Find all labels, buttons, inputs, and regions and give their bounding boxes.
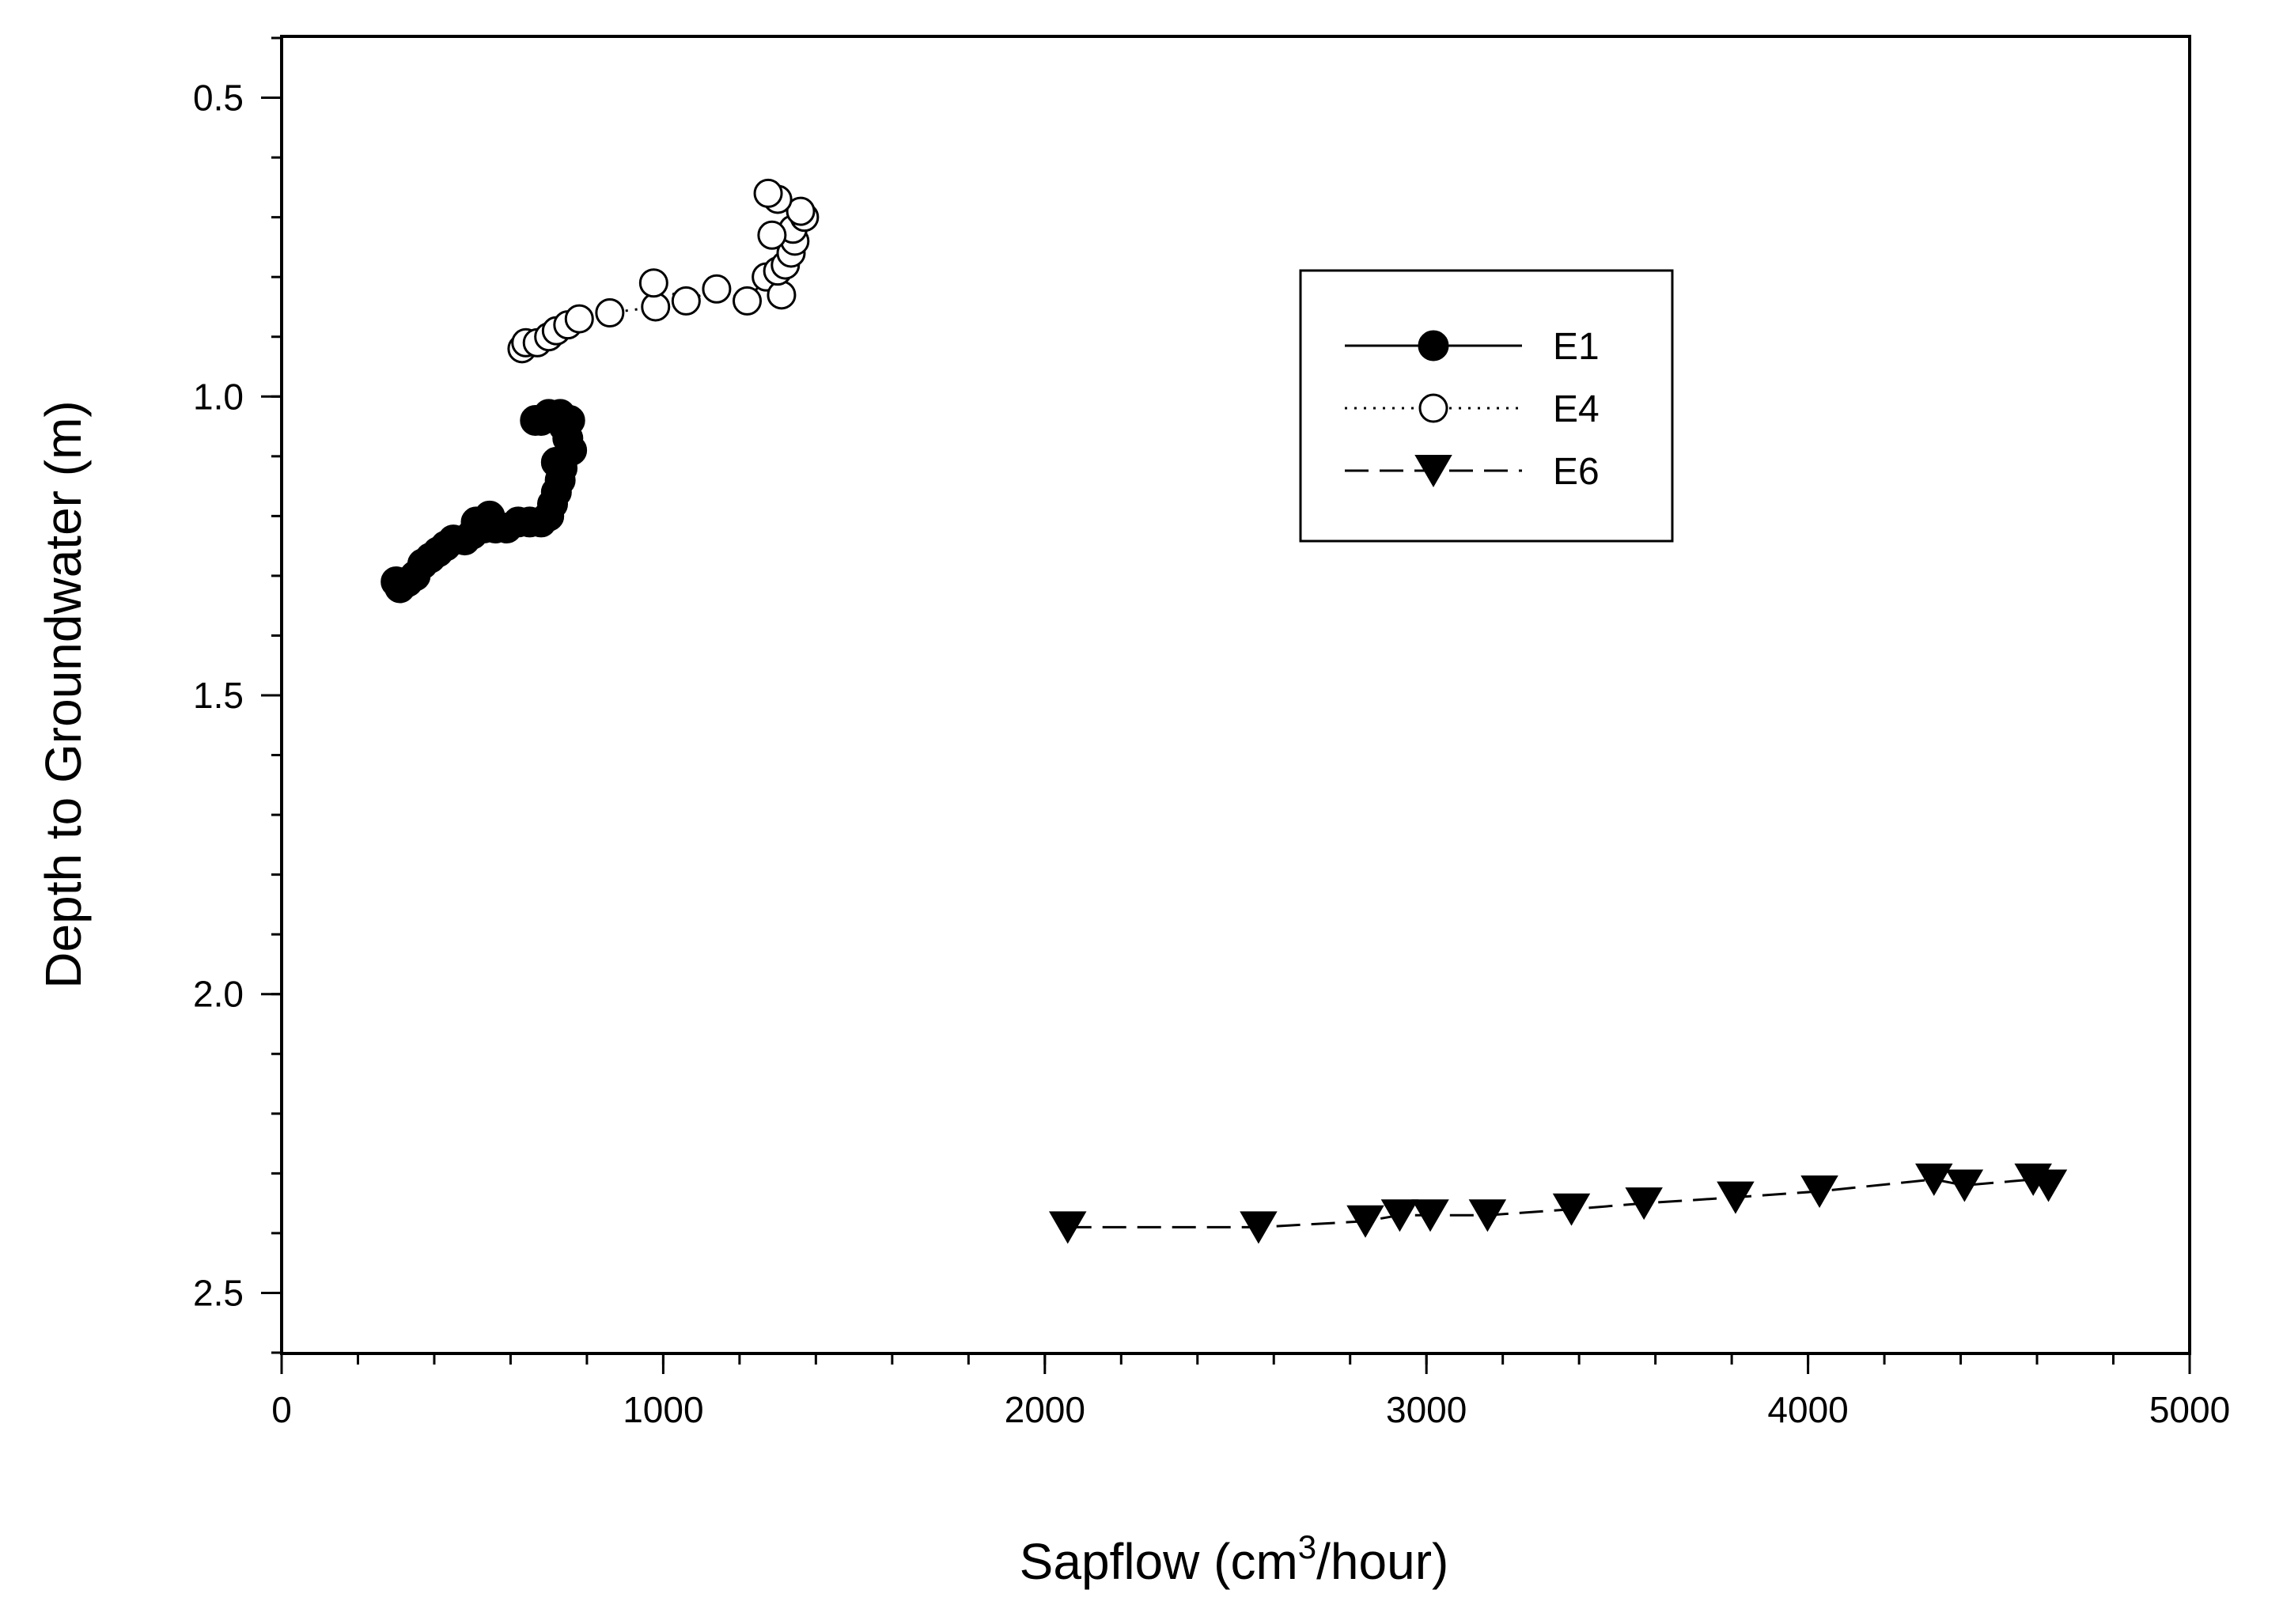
data-point-e4 bbox=[753, 178, 783, 208]
data-point-e6 bbox=[1411, 1199, 1449, 1232]
y-tick-label: 2.0 bbox=[193, 974, 244, 1015]
data-point-e6 bbox=[1800, 1175, 1838, 1209]
legend-label-e1: E1 bbox=[1553, 326, 1600, 368]
data-point-e6 bbox=[1240, 1211, 1278, 1244]
legend-marker-e4 bbox=[1418, 393, 1448, 423]
data-point-e4 bbox=[786, 196, 816, 226]
x-tick-label: 3000 bbox=[1386, 1389, 1467, 1430]
legend-label-e4: E4 bbox=[1553, 388, 1600, 430]
x-tick-label: 5000 bbox=[2149, 1389, 2230, 1430]
x-axis-title: Sapflow (cm3/hour) bbox=[1020, 1528, 1449, 1590]
legend-item-e1: E1 bbox=[1345, 326, 1600, 368]
data-point-e6 bbox=[1945, 1169, 1984, 1202]
series-e6 bbox=[1049, 1163, 2068, 1244]
x-tick-label: 2000 bbox=[1005, 1389, 1085, 1430]
x-axis-title-suffix: /hour) bbox=[1316, 1533, 1448, 1590]
y-axis-title: Depth to Groundwater (m) bbox=[35, 400, 92, 988]
plot-frame bbox=[280, 35, 2191, 1355]
y-tick-label: 1.0 bbox=[193, 376, 244, 417]
y-tick-label: 2.5 bbox=[193, 1272, 244, 1313]
data-point-e4 bbox=[757, 220, 787, 250]
series-line-e6 bbox=[1067, 1178, 2050, 1228]
data-point-e4 bbox=[702, 274, 732, 304]
legend-item-e4: E4 bbox=[1345, 388, 1600, 430]
data-point-e6 bbox=[1468, 1199, 1507, 1232]
x-tick-label: 4000 bbox=[1767, 1389, 1848, 1430]
data-point-e6 bbox=[2029, 1169, 2068, 1202]
legend: E1 E4 E6 bbox=[1299, 269, 1674, 543]
legend-item-e6: E6 bbox=[1345, 451, 1600, 493]
data-point-e6 bbox=[1625, 1187, 1663, 1221]
data-point-e1 bbox=[520, 404, 551, 436]
x-axis-title-main: Sapflow (cm bbox=[1020, 1533, 1298, 1590]
data-point-e4 bbox=[638, 268, 668, 298]
x-tick-label: 0 bbox=[271, 1389, 292, 1430]
data-point-e4 bbox=[767, 280, 797, 310]
legend-label-e6: E6 bbox=[1553, 451, 1600, 493]
legend-box bbox=[1299, 269, 1674, 543]
series-layer bbox=[380, 178, 2068, 1244]
y-tick-label: 0.5 bbox=[193, 78, 244, 119]
x-tick-label: 1000 bbox=[623, 1389, 703, 1430]
data-point-e6 bbox=[1346, 1205, 1384, 1238]
data-point-e4 bbox=[564, 304, 594, 334]
legend-items: E1 E4 E6 bbox=[1345, 326, 1600, 493]
data-point-e4 bbox=[671, 286, 701, 316]
series-e4 bbox=[507, 178, 820, 364]
legend-marker-e6 bbox=[1414, 455, 1452, 487]
data-point-e6 bbox=[1915, 1163, 1953, 1196]
y-axis: 0.5 1.0 1.5 2.0 2.5 bbox=[193, 36, 282, 1354]
series-e1 bbox=[380, 399, 588, 604]
x-axis-title-superscript: 3 bbox=[1298, 1528, 1316, 1565]
data-point-e6 bbox=[1049, 1211, 1087, 1244]
data-point-e6 bbox=[1717, 1181, 1755, 1214]
data-point-e6 bbox=[1552, 1193, 1591, 1226]
y-tick-label: 1.5 bbox=[193, 675, 244, 716]
legend-marker-e1 bbox=[1418, 330, 1449, 362]
data-point-e6 bbox=[1380, 1199, 1419, 1232]
data-point-e4 bbox=[595, 298, 625, 328]
x-axis: 0 1000 2000 3000 4000 5000 bbox=[271, 1353, 2230, 1430]
data-point-e4 bbox=[733, 286, 763, 316]
